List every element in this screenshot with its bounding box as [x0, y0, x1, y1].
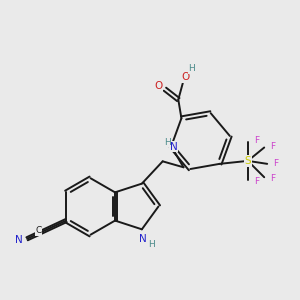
Text: C: C: [35, 226, 42, 236]
Text: N: N: [15, 235, 22, 245]
Text: H: H: [164, 138, 171, 147]
Text: N: N: [170, 142, 178, 152]
Text: F: F: [270, 174, 275, 183]
Text: S: S: [244, 156, 251, 166]
Text: H: H: [188, 64, 195, 73]
Text: O: O: [154, 81, 163, 91]
Text: F: F: [254, 177, 259, 186]
Text: F: F: [270, 142, 275, 151]
Text: O: O: [182, 72, 190, 82]
Text: H: H: [148, 240, 155, 249]
Text: F: F: [254, 136, 259, 145]
Text: F: F: [273, 159, 278, 168]
Text: N: N: [140, 234, 147, 244]
